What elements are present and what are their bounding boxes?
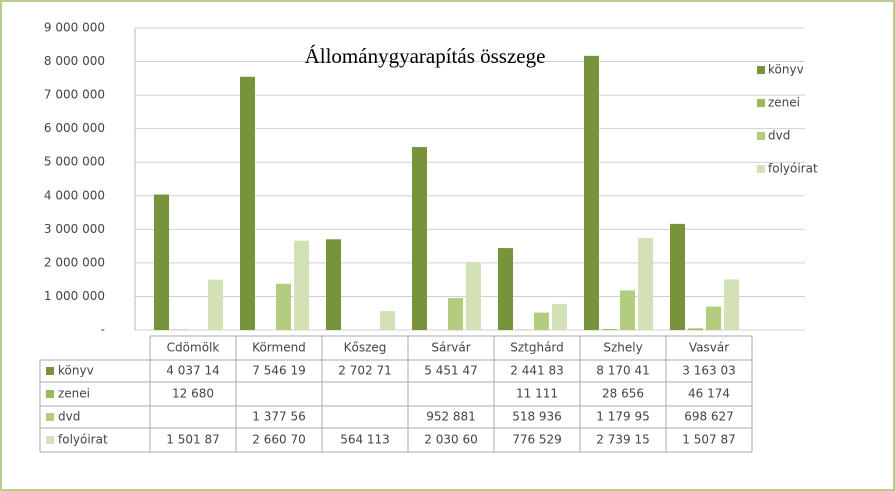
table-cell: 776 529 (512, 433, 562, 447)
x-tick-label: Sztghárd (510, 341, 564, 355)
y-tick-label: 3 000 000 (44, 222, 105, 236)
legend-key (757, 165, 765, 173)
row-label: zenei (58, 387, 90, 401)
table-cell: 3 163 03 (682, 364, 735, 378)
bar (276, 283, 291, 330)
table-cell: 518 936 (512, 410, 562, 424)
table-cell: 2 441 83 (510, 364, 563, 378)
bar (448, 298, 463, 330)
legend-key (46, 367, 54, 375)
bar (240, 76, 255, 330)
chart-title: Állománygyarapítás összege (305, 44, 546, 68)
x-tick-label: Sárvár (431, 341, 470, 355)
table-cell: 2 030 60 (424, 433, 477, 447)
bar (208, 279, 223, 330)
y-tick-label: 9 000 000 (44, 21, 105, 35)
y-tick-label: 7 000 000 (44, 88, 105, 102)
table-cell: 564 113 (340, 433, 390, 447)
bar (294, 240, 309, 330)
x-tick-label: Körmend (252, 341, 306, 355)
table-cell: 7 546 19 (252, 364, 305, 378)
x-tick-label: Kőszeg (344, 341, 387, 355)
legend-key (46, 413, 54, 421)
table-cell: 12 680 (172, 387, 214, 401)
bar (638, 238, 653, 330)
x-tick-label: Szhely (603, 341, 642, 355)
row-label: könyv (58, 364, 94, 378)
y-tick-label: 1 000 000 (44, 289, 105, 303)
bar (670, 223, 685, 330)
table-cell: 1 507 87 (682, 433, 735, 447)
table-cell: 1 179 95 (596, 410, 649, 424)
x-tick-label: Vasvár (689, 341, 729, 355)
x-tick-label: Cdömölk (167, 341, 220, 355)
legend-label: dvd (768, 129, 790, 143)
legend-label: könyv (768, 63, 804, 77)
table-cell: 2 739 15 (596, 433, 649, 447)
table-cell: 8 170 41 (596, 364, 649, 378)
legend-label: folyóirat (768, 162, 818, 176)
table-cell: 46 174 (688, 387, 730, 401)
bar (552, 303, 567, 330)
bar (706, 306, 721, 330)
table-cell: 4 037 14 (166, 364, 219, 378)
bar (326, 239, 341, 330)
table-cell: 952 881 (426, 410, 476, 424)
table-cell: 28 656 (602, 387, 644, 401)
bar (498, 248, 513, 330)
table-cell: 1 501 87 (166, 433, 219, 447)
y-tick-label: 5 000 000 (44, 155, 105, 169)
bar (466, 261, 481, 330)
table-cell: 2 660 70 (252, 433, 305, 447)
bar (534, 312, 549, 330)
legend-label: zenei (768, 96, 800, 110)
legend-key (757, 99, 765, 107)
bar (154, 194, 169, 330)
table-cell: 5 451 47 (424, 364, 477, 378)
legend-key (757, 66, 765, 74)
bar (412, 147, 427, 330)
table-cell: 1 377 56 (252, 410, 305, 424)
bar (688, 328, 703, 330)
legend-key (757, 132, 765, 140)
legend-key (46, 436, 54, 444)
y-tick-label: 2 000 000 (44, 255, 105, 269)
bar (602, 329, 617, 330)
table-cell: 698 627 (684, 410, 734, 424)
bar (620, 290, 635, 330)
bar (584, 55, 599, 331)
y-tick-label: 4 000 000 (44, 188, 105, 202)
y-tick-label: - (101, 323, 105, 337)
legend-key (46, 390, 54, 398)
row-label: folyóirat (58, 433, 108, 447)
bar (380, 311, 395, 330)
y-tick-label: 6 000 000 (44, 121, 105, 135)
table-cell: 2 702 71 (338, 364, 391, 378)
row-label: dvd (58, 410, 80, 424)
y-tick-label: 8 000 000 (44, 54, 105, 68)
table-cell: 11 111 (516, 387, 558, 401)
bar (724, 279, 739, 330)
